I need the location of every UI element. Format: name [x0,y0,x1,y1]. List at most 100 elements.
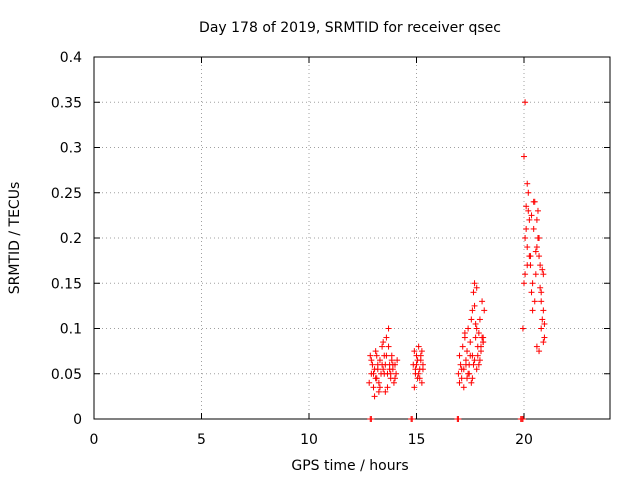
data-point [460,384,467,391]
data-point [371,393,378,400]
data-point [474,352,481,359]
data-point [528,212,535,219]
data-point [379,343,386,350]
data-point [534,235,541,241]
data-point [519,325,526,332]
data-point [531,298,538,305]
data-point [526,253,533,260]
data-point [471,302,478,309]
data-point [475,361,482,368]
data-point [376,384,383,391]
data-point [480,339,487,346]
data-point [537,284,544,291]
data-point [417,352,424,359]
data-point [385,343,392,350]
y-tick-label: 0.2 [60,231,82,247]
data-point [541,320,548,327]
y-tick-label: 0.4 [60,50,82,66]
data-point [537,262,544,269]
data-point [525,207,532,214]
data-point [409,416,416,422]
data-point [530,198,537,205]
data-point [538,289,545,296]
data-point [386,366,393,373]
chart-title: Day 178 of 2019, SRMTID for receiver qse… [199,20,501,36]
data-point [370,370,377,377]
data-point [528,289,535,296]
data-point [472,334,479,341]
data-point [471,280,478,287]
data-point [414,357,421,364]
data-point [476,357,483,364]
y-tick-label: 0.25 [51,186,82,202]
data-point [469,352,476,359]
data-point [519,416,526,422]
data-point [539,266,546,273]
data-point [415,343,422,350]
data-point [373,352,380,359]
x-tick-label: 0 [90,432,99,448]
data-point [475,330,482,337]
data-point [538,325,545,332]
data-point [467,339,474,346]
data-point [478,343,484,350]
data-point [413,361,420,368]
x-tick-label: 5 [197,432,206,448]
data-point [472,320,479,327]
data-point [522,235,529,241]
data-point [533,216,540,223]
data-point [468,316,475,323]
data-point [419,366,426,373]
x-tick-label: 10 [300,432,318,448]
data-point [538,298,545,305]
data-point [394,357,401,364]
data-point [382,388,389,395]
data-point [368,357,375,364]
data-point [366,379,373,386]
data-point [458,366,465,373]
data-point [465,325,472,332]
x-tick-label: 15 [408,432,426,448]
data-point [383,334,390,341]
data-point [456,352,463,359]
data-point [367,352,374,359]
data-point [461,330,468,337]
y-tick-label: 0.3 [60,141,82,157]
data-point [418,348,425,355]
data-point [464,375,471,382]
data-point [522,271,529,278]
data-point [521,280,527,287]
data-point [381,370,388,377]
data-point [532,248,539,255]
data-point [523,203,530,210]
data-point [388,357,395,364]
data-point [470,361,477,368]
data-point [471,357,478,364]
data-point [458,375,465,382]
data-point [372,348,379,355]
data-point [375,379,382,386]
data-point [372,375,379,382]
data-point [521,153,527,160]
data-point [393,370,400,377]
data-point [476,316,483,323]
data-point [473,366,480,373]
data-point [383,352,390,359]
data-point [530,225,537,232]
data-point [369,361,376,368]
data-point [526,216,533,223]
data-point [462,361,469,368]
data-point [481,307,488,314]
data-point [524,244,531,251]
data-point [473,284,480,291]
data-point [457,361,464,368]
data-point [380,339,387,346]
data-point [470,289,477,296]
data-point [533,343,540,350]
data-point [456,379,463,386]
data-point [540,339,547,346]
data-point [376,357,383,364]
data-point [468,379,475,386]
data-points [366,99,548,422]
